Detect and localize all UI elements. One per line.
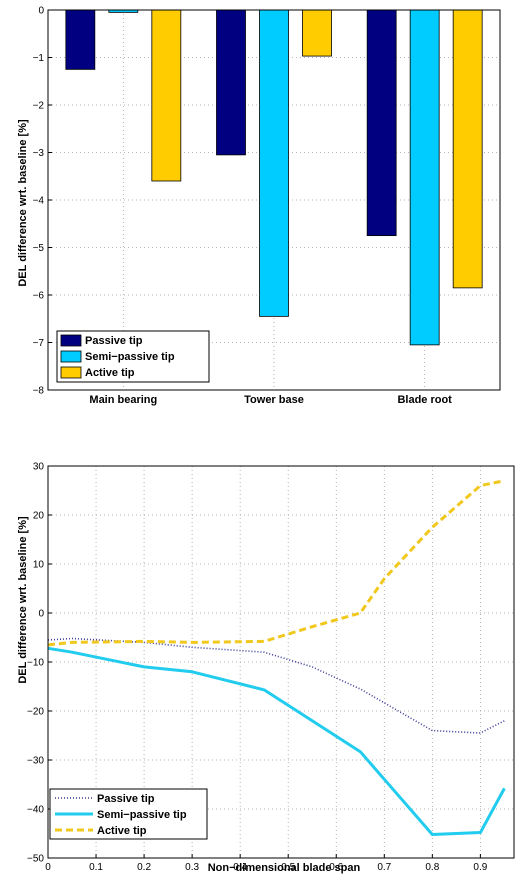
line-x-tick-labels: 0 0.1 0.2 0.3 0.4 0.5 0.6 0.7 0.8 0.9 bbox=[45, 862, 488, 873]
bar-y-tick-label: −2 bbox=[33, 101, 45, 112]
line-legend: Passive tip Semi−passive tip Active tip bbox=[49, 788, 208, 840]
line-y-tick-label: 30 bbox=[33, 462, 45, 473]
bar-category-labels: Main bearing Tower base Blade root bbox=[89, 394, 452, 406]
bar-y-axis-label: DEL difference wrt. baseline [%] bbox=[17, 119, 29, 287]
line-passive-tip bbox=[47, 637, 505, 734]
bar-bars bbox=[65, 9, 483, 346]
line-y-tick-label: −40 bbox=[27, 805, 44, 816]
line-y-tick-label: −20 bbox=[27, 707, 44, 718]
bar-y-tick-label: −5 bbox=[33, 243, 45, 254]
line-x-tick-label: 0.3 bbox=[185, 862, 199, 873]
bar-y-tick-label: −4 bbox=[33, 196, 45, 207]
line-plot-frame bbox=[47, 465, 515, 859]
line-y-axis-label: DEL difference wrt. baseline [%] bbox=[17, 516, 29, 684]
line-x-tick-label: 0.9 bbox=[473, 862, 487, 873]
line-x-tick-label: 0.6 bbox=[329, 862, 343, 873]
line-legend-label-semi-passive: Semi−passive tip bbox=[97, 809, 187, 821]
bar-semi-passive-1 bbox=[259, 9, 289, 317]
bar-passive-0 bbox=[65, 9, 96, 70]
bar-y-tick-label: −3 bbox=[33, 148, 45, 159]
legend-swatch-semi-passive bbox=[60, 350, 82, 363]
line-x-tick-label: 0.7 bbox=[377, 862, 391, 873]
bar-category-label: Blade root bbox=[397, 394, 452, 406]
line-legend-label-active: Active tip bbox=[97, 825, 147, 837]
bar-chart: 0 −1 −2 −3 −4 −5 −6 −7 −8 Main bearing Tower base… bbox=[17, 6, 501, 406]
bar-active-1 bbox=[302, 9, 332, 57]
bar-active-0 bbox=[151, 9, 182, 182]
line-y-tick-label: 20 bbox=[33, 511, 45, 522]
line-active-tip bbox=[47, 479, 505, 647]
line-series bbox=[47, 479, 506, 836]
bar-y-tick-label: 0 bbox=[38, 6, 44, 17]
bar-plot-frame bbox=[47, 9, 501, 391]
bar-active-2 bbox=[452, 9, 483, 289]
line-y-tick-labels: 30 20 10 0 −10 −20 −30 −40 −50 bbox=[27, 462, 44, 865]
legend-label-semi-passive: Semi−passive tip bbox=[85, 351, 175, 363]
bar-y-tick-label: −7 bbox=[33, 338, 45, 349]
line-x-tick-label: 0.4 bbox=[233, 862, 247, 873]
line-x-tick-label: 0.5 bbox=[281, 862, 295, 873]
bar-category-label: Tower base bbox=[244, 394, 304, 406]
bar-legend-box bbox=[56, 330, 210, 383]
line-y-tick-label: −10 bbox=[27, 658, 44, 669]
line-semi-passive-tip bbox=[47, 646, 506, 836]
line-legend-label-passive: Passive tip bbox=[97, 793, 155, 805]
legend-label-passive: Passive tip bbox=[85, 335, 143, 347]
bar-y-tick-labels: 0 −1 −2 −3 −4 −5 −6 −7 −8 bbox=[33, 6, 45, 397]
line-x-axis-label: Non−dimensional blade span bbox=[208, 862, 361, 874]
line-y-tick-label: 10 bbox=[33, 560, 45, 571]
line-y-tick-label: 0 bbox=[38, 609, 44, 620]
bar-y-tick-label: −8 bbox=[33, 386, 45, 397]
bar-legend: Passive tip Semi−passive tip Active tip bbox=[56, 330, 210, 383]
line-y-tick-label: −50 bbox=[27, 854, 44, 865]
bar-y-tick-label: −6 bbox=[33, 291, 45, 302]
bar-passive-1 bbox=[216, 9, 246, 156]
line-x-tick-label: 0.2 bbox=[137, 862, 151, 873]
legend-label-active: Active tip bbox=[85, 367, 135, 379]
line-x-tick-label: 0.1 bbox=[89, 862, 103, 873]
bar-y-tick-label: −1 bbox=[33, 53, 45, 64]
bar-passive-2 bbox=[366, 9, 397, 237]
line-x-tick-label: 0 bbox=[45, 862, 51, 873]
legend-swatch-active bbox=[60, 366, 82, 379]
bar-semi-passive-2 bbox=[409, 9, 440, 346]
legend-swatch-passive bbox=[60, 334, 82, 347]
line-y-tick-label: −30 bbox=[27, 756, 44, 767]
line-x-tick-label: 0.8 bbox=[425, 862, 439, 873]
bar-category-label: Main bearing bbox=[89, 394, 157, 406]
